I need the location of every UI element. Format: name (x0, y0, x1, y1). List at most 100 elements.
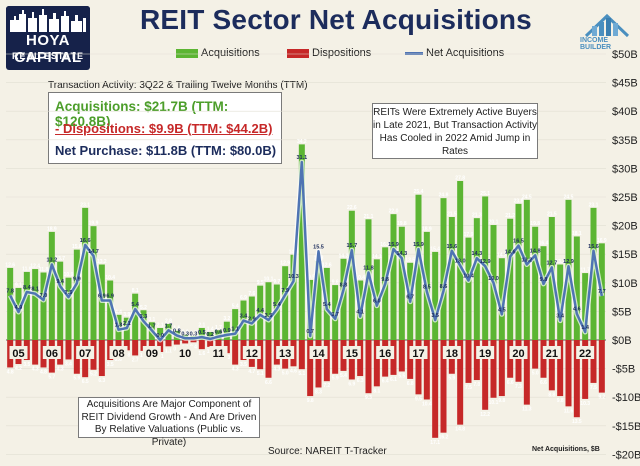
year-label-bg (42, 346, 61, 359)
disposition-data-label: 7.0 (473, 382, 480, 388)
net-data-label: 0.3 (190, 331, 198, 337)
net-data-label: 14.3 (471, 251, 482, 257)
disposition-bar (323, 340, 330, 382)
acquisition-bar (390, 214, 397, 340)
acquisition-data-label: 10.9 (64, 272, 74, 278)
acquisition-data-label: 9.5 (257, 280, 264, 286)
disposition-data-label: 10.3 (580, 401, 590, 407)
disposition-data-label: 4.7 (248, 369, 255, 375)
disposition-data-label: 3.5 (107, 362, 114, 368)
year-label-bg (109, 346, 128, 359)
disposition-data-label: 5.1 (257, 371, 264, 377)
x-tick-label: 12 (246, 348, 258, 360)
year-label-bg (209, 346, 228, 359)
acquisition-data-label: 14.1 (372, 254, 382, 260)
acquisition-data-label: 2.1 (157, 322, 164, 328)
net-data-label: 5.4 (131, 302, 140, 308)
acquisition-bar (448, 217, 455, 340)
x-tick-label: 05 (12, 348, 24, 360)
disposition-data-label: 4.6 (290, 368, 297, 374)
disposition-data-label: 6.1 (390, 377, 397, 383)
acquisition-data-label: 13.2 (555, 259, 565, 265)
acquisition-data-label: 15.4 (430, 246, 440, 252)
disposition-bar (65, 340, 72, 360)
net-data-label: 14.3 (396, 251, 407, 257)
net-data-label: 4.4 (256, 308, 265, 314)
net-data-label: 4.9 (15, 305, 23, 311)
legend-swatch-dispositions (287, 48, 309, 58)
y-tick-label: $10B (612, 278, 638, 290)
disposition-data-label: 7.5 (465, 385, 472, 391)
disposition-bar (182, 340, 189, 344)
x-tick-label: 06 (46, 348, 58, 360)
acquisition-bar (507, 218, 514, 340)
legend-label-acquisitions: Acquisitions (201, 47, 260, 59)
disposition-data-label: 12.2 (480, 412, 490, 418)
disposition-data-label: 5.2 (90, 372, 97, 378)
net-data-label: 4.6 (573, 307, 581, 313)
net-data-label: 7.5 (65, 290, 73, 296)
acquisition-data-label: 5.2 (140, 305, 147, 311)
acquisition-data-label: 14.3 (497, 253, 507, 259)
acquisition-data-label: 10.1 (264, 277, 274, 283)
disposition-data-label: 3.4 (65, 361, 72, 367)
disposition-data-label: 4.3 (232, 367, 239, 373)
disposition-data-label: 5.9 (448, 376, 455, 382)
acquisition-data-label: 6.9 (240, 295, 247, 301)
city-skyline-icon (6, 6, 90, 32)
disposition-bar (207, 340, 214, 347)
acquisition-data-label: 24.8 (439, 193, 449, 199)
net-data-label: 8.6 (440, 284, 448, 290)
acquisition-data-label: 7.6 (248, 291, 255, 297)
net-data-label: 6.0 (373, 299, 381, 305)
disposition-bar (232, 340, 239, 365)
disposition-bar (590, 340, 597, 383)
acquisition-bar (48, 231, 55, 340)
disposition-data-label: 9.5 (415, 396, 422, 402)
net-data-label: 3.5 (431, 313, 439, 319)
acquisition-data-label: 11.8 (39, 267, 49, 273)
annotation-note: REITs Were Extremely Active Buyers in La… (372, 103, 538, 159)
net-data-label: 11.8 (363, 266, 373, 272)
acquisition-data-label: 3.1 (148, 317, 155, 323)
acquisition-bar (140, 310, 147, 340)
y-tick-label: $30B (612, 163, 638, 175)
disposition-data-label: 16.2 (439, 435, 449, 441)
net-data-label: 9.4 (56, 279, 65, 285)
disposition-bar (457, 340, 464, 425)
acquisition-bar (32, 269, 39, 340)
disposition-bar (515, 340, 522, 382)
y-tick-label: -$20B (612, 449, 640, 461)
disposition-bar (407, 340, 414, 379)
y-tick-label: $50B (612, 49, 638, 61)
acquisition-data-label: 12.6 (322, 262, 332, 268)
net-data-label: 14.6 (505, 249, 516, 255)
legend-swatch-acquisitions (176, 48, 198, 58)
disposition-data-label: 5.9 (332, 376, 339, 382)
disposition-data-label: 5.9 (73, 376, 80, 382)
net-data-label: 15.5 (313, 244, 324, 250)
disposition-bar (482, 340, 489, 410)
y-tick-label: -$15B (612, 421, 640, 433)
acquisition-data-label: 21.5 (547, 212, 557, 218)
x-tick-label: 22 (579, 348, 591, 360)
net-data-label: 9.9 (73, 276, 81, 282)
net-data-label: 15.7 (346, 243, 357, 249)
net-data-label: 9.8 (540, 277, 548, 283)
disposition-data-label: 6.6 (265, 380, 272, 386)
disposition-bar (565, 340, 572, 407)
year-label-bg (442, 346, 461, 359)
net-data-label: 0.9 (223, 328, 231, 334)
y-tick-label: $25B (612, 192, 638, 204)
acquisition-data-label: 24.5 (522, 194, 532, 200)
units-note: Net Acquisitions, $B (532, 446, 600, 453)
disposition-data-label: 5.0 (532, 371, 539, 377)
net-data-label: 14.7 (88, 249, 99, 255)
acquisition-bar (282, 266, 289, 340)
acquisition-bar (132, 293, 139, 340)
net-data-label: 1.7 (148, 323, 156, 329)
acquisition-data-label: 23.1 (80, 202, 90, 208)
disposition-data-label: 11.6 (564, 408, 574, 414)
disposition-bar (490, 340, 497, 398)
acquisition-bar (207, 331, 214, 340)
